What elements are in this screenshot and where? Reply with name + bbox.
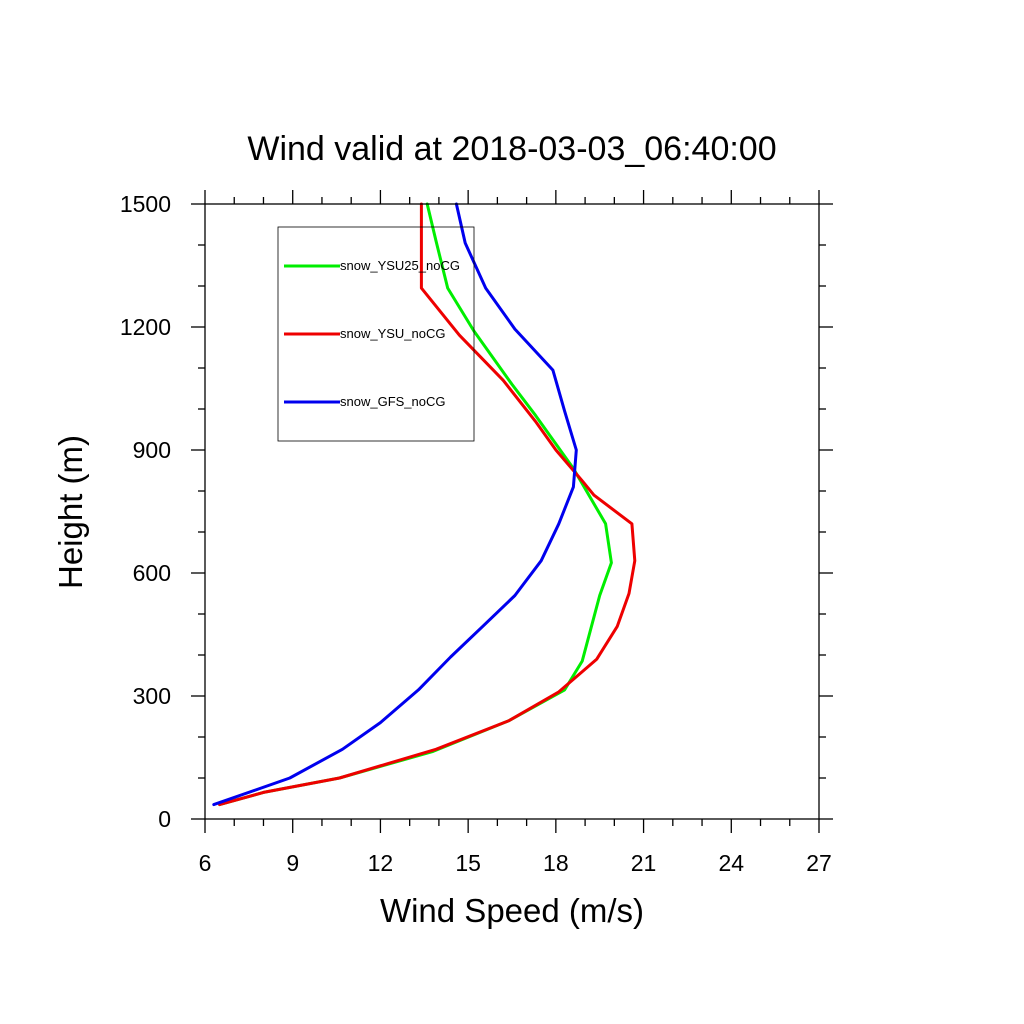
y-tick-label: 1500: [120, 191, 171, 217]
x-tick-label: 27: [806, 850, 832, 876]
y-tick-label: 1200: [120, 314, 171, 340]
plot-frame: [204, 203, 820, 820]
y-tick-label: 900: [133, 437, 171, 463]
plot-lines: [212, 202, 637, 807]
y-tick-label: 600: [133, 560, 171, 586]
y-axis-label: Height (m): [52, 435, 89, 589]
x-tick-label: 24: [718, 850, 744, 876]
chart-title: Wind valid at 2018-03-03_06:40:00: [247, 130, 776, 168]
x-tick-label: 15: [455, 850, 481, 876]
x-tick-label: 6: [199, 850, 212, 876]
axis-tick-labels: 6 9 12 15 18 21 24 27 0 300 600 900 1200 1500: [120, 191, 832, 876]
y-tick-label: 0: [158, 806, 171, 832]
series-line-snow_GFS_noCG: [212, 202, 578, 807]
x-tick-label: 18: [543, 850, 569, 876]
legend-label: snow_YSU25_noCG: [340, 258, 460, 273]
x-tick-label: 9: [286, 850, 299, 876]
axis-ticks: [191, 190, 833, 833]
legend: snow_YSU25_noCG snow_YSU_noCG snow_GFS_noC…: [277, 226, 475, 442]
x-tick-label: 12: [368, 850, 394, 876]
y-tick-label: 300: [133, 683, 171, 709]
legend-label: snow_GFS_noCG: [340, 394, 446, 409]
series-line-snow_YSU_noCG: [218, 202, 637, 807]
legend-label: snow_YSU_noCG: [340, 326, 446, 341]
x-axis-label: Wind Speed (m/s): [380, 892, 644, 929]
x-tick-label: 21: [631, 850, 657, 876]
legend-box: [277, 226, 475, 442]
